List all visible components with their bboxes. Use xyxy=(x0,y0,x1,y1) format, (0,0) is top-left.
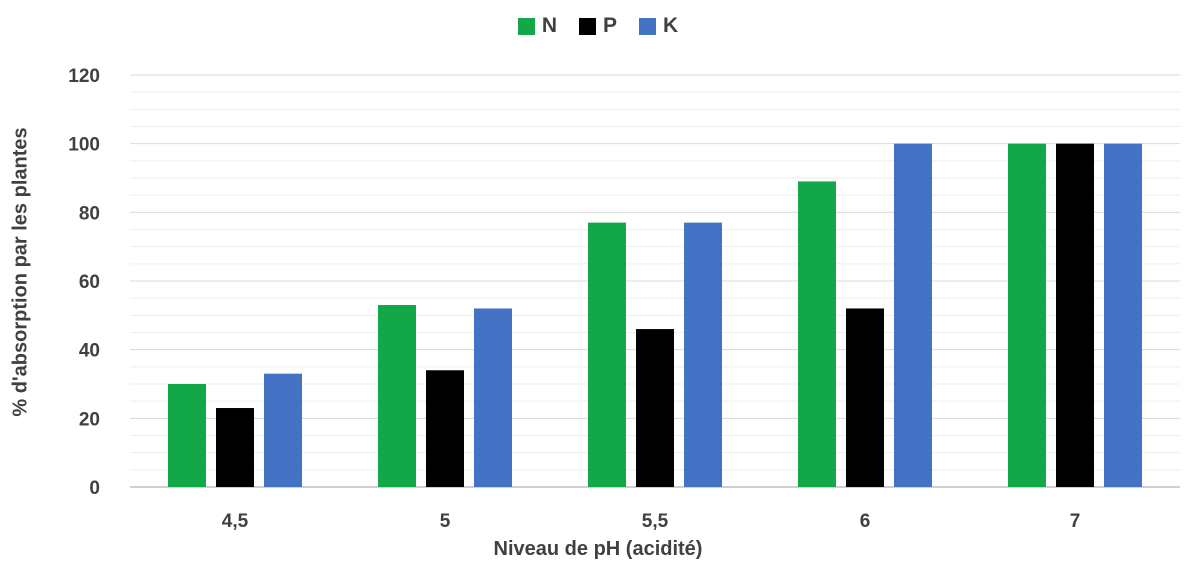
bar-n-4 xyxy=(1008,143,1046,487)
legend-label-k: K xyxy=(663,14,679,37)
bar-k-4 xyxy=(1104,143,1142,487)
y-tick-label: 100 xyxy=(68,135,100,156)
bar-k-3 xyxy=(894,143,932,487)
y-tick-label: 60 xyxy=(79,272,100,293)
bar-k-0 xyxy=(264,373,302,487)
legend-item-n: N xyxy=(517,14,557,38)
bar-k-1 xyxy=(474,308,512,487)
bar-p-4 xyxy=(1056,143,1094,487)
legend-label-p: P xyxy=(602,14,617,37)
legend-item-p: P xyxy=(578,14,617,38)
y-tick-label: 20 xyxy=(79,409,100,430)
bar-k-2 xyxy=(684,222,722,487)
y-tick-label: 80 xyxy=(79,203,100,224)
bar-n-1 xyxy=(378,305,416,487)
x-tick-label: 4,5 xyxy=(222,511,249,532)
legend: N P K xyxy=(0,14,1196,38)
x-tick-label: 7 xyxy=(1070,511,1081,532)
legend-swatch-p xyxy=(578,17,596,35)
bar-p-0 xyxy=(216,408,254,487)
bar-n-2 xyxy=(588,222,626,487)
bar-p-1 xyxy=(426,370,464,487)
x-axis-label: Niveau de pH (acidité) xyxy=(493,538,703,560)
y-tick-label: 120 xyxy=(68,66,100,87)
bar-n-3 xyxy=(798,181,836,487)
legend-label-n: N xyxy=(541,14,557,37)
bar-p-2 xyxy=(636,329,674,487)
legend-swatch-k xyxy=(639,17,656,35)
x-tick-label: 6 xyxy=(860,511,871,532)
legend-swatch-n xyxy=(517,17,535,35)
y-tick-label: 0 xyxy=(89,478,100,499)
legend-item-k: K xyxy=(639,14,678,38)
x-tick-label: 5,5 xyxy=(642,511,669,532)
y-tick-label: 40 xyxy=(79,341,100,362)
bar-n-0 xyxy=(168,384,206,487)
x-tick-label: 5 xyxy=(440,511,451,532)
bar-p-3 xyxy=(846,308,884,487)
